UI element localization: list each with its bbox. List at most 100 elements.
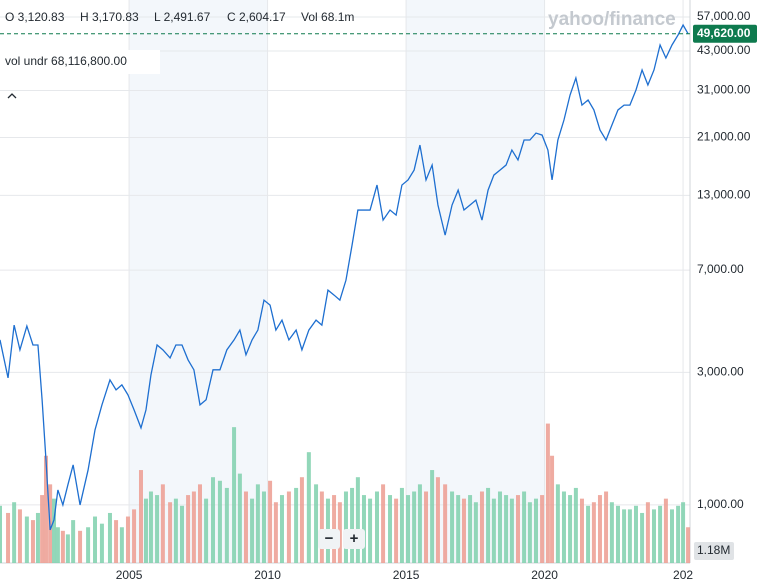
volume-bar — [261, 491, 266, 563]
volume-bar — [394, 498, 399, 563]
indicator-label: vol undr 68,116,800.00 — [5, 54, 127, 68]
volume-bar — [579, 498, 584, 563]
volume-bar — [52, 498, 57, 563]
volume-bar — [119, 527, 124, 563]
volume-bar — [40, 495, 45, 563]
volume-bar — [645, 502, 650, 563]
volume-bar — [545, 423, 550, 563]
volume-bar — [237, 473, 242, 563]
volume-bar — [430, 470, 435, 563]
zoom-out-button[interactable] — [318, 529, 340, 549]
volume — [0, 423, 691, 563]
volume-bar — [406, 495, 411, 563]
ohlc-item: Vol 68.1m — [301, 10, 354, 24]
volume-bar — [155, 495, 160, 563]
volume-bar — [540, 495, 545, 563]
volume-bar — [450, 491, 455, 563]
volume-bar — [586, 505, 591, 563]
volume-bar — [686, 527, 691, 563]
volume-bar — [24, 516, 29, 563]
volume-bar — [573, 487, 578, 563]
overlay: 1,000.00 3,000.00 7,000.00 13,000.00 21,000.… — [0, 9, 757, 582]
volume-bar — [456, 495, 461, 563]
current-price-tag — [693, 24, 757, 43]
collapse-chevron[interactable] — [7, 93, 17, 99]
volume-bar — [473, 502, 478, 563]
volume-bar — [78, 530, 83, 563]
volume-bar — [224, 487, 229, 563]
volume-bar — [417, 484, 422, 563]
price — [0, 23, 689, 531]
volume-bar — [65, 534, 70, 563]
volume-bar — [486, 487, 491, 563]
volume-bar — [243, 491, 248, 563]
volume-bar — [186, 495, 191, 563]
volume-bar — [125, 516, 130, 563]
background — [129, 0, 545, 563]
shaded-band — [129, 0, 268, 563]
volume-bar — [268, 480, 273, 563]
volume-bar — [86, 527, 91, 563]
volume-bar — [368, 498, 373, 563]
volume-bar — [381, 484, 386, 563]
volume-bar — [468, 495, 473, 563]
volume-bar — [279, 495, 284, 563]
volume-bar — [555, 484, 560, 563]
volume-bar — [12, 502, 17, 563]
volume-bar — [197, 484, 202, 563]
volume-bar — [461, 498, 466, 563]
volume-bar — [479, 491, 484, 563]
volume-bar — [350, 487, 355, 563]
volume-bar — [374, 491, 379, 563]
current-price-label: 49,620.00 — [697, 26, 751, 40]
ohlc-item: L 2,491.67 — [154, 10, 211, 24]
y-tick-label: 13,000.00 — [697, 188, 751, 202]
volume-bar — [294, 487, 299, 563]
volume-bar — [651, 509, 656, 563]
volume-bar — [504, 495, 509, 563]
volume-bar — [6, 512, 11, 563]
volume-bar — [522, 491, 527, 563]
y-tick-label: 1,000.00 — [697, 497, 744, 511]
x-tick-label: 202 — [673, 568, 693, 582]
volume-bar — [561, 491, 566, 563]
shaded-band — [406, 0, 545, 563]
volume-bar — [355, 477, 360, 563]
volume-bar — [681, 502, 686, 563]
volume-bar — [658, 505, 663, 563]
volume-bar — [217, 480, 222, 563]
volume-bar — [491, 498, 496, 563]
volume-bar — [173, 498, 178, 563]
zoom-in-button[interactable] — [343, 529, 365, 549]
zoom-in-label: + — [350, 530, 359, 547]
volume-bar — [412, 491, 417, 563]
volume-bar — [143, 498, 148, 563]
volume-bar — [160, 484, 165, 563]
volume-bar — [633, 505, 638, 563]
volume-bar — [669, 509, 674, 563]
volume-bar — [71, 520, 76, 563]
x-tick-label: 2010 — [254, 568, 281, 582]
volume-bar — [99, 523, 104, 563]
y-tick-label: 3,000.00 — [697, 364, 744, 378]
ohlc-item: H 3,170.83 — [80, 10, 139, 24]
volume-bar — [93, 516, 98, 563]
volume-bar — [204, 498, 209, 563]
volume-bar — [30, 520, 35, 563]
volume-bar — [627, 509, 632, 563]
volume-label: 1.18M — [697, 543, 730, 557]
volume-bar — [609, 502, 614, 563]
x-tick-label: 2020 — [531, 568, 558, 582]
volume-bar — [55, 527, 60, 563]
volume-bar — [43, 455, 48, 563]
y-tick-label: 31,000.00 — [697, 83, 751, 97]
y-tick-label: 21,000.00 — [697, 130, 751, 144]
volume-bar — [306, 452, 311, 563]
volume-bar — [191, 491, 196, 563]
volume-bar — [314, 484, 319, 563]
volume-bar — [107, 512, 112, 563]
volume-bar — [533, 498, 538, 563]
volume-bar — [388, 495, 393, 563]
volume-bar — [211, 477, 216, 563]
